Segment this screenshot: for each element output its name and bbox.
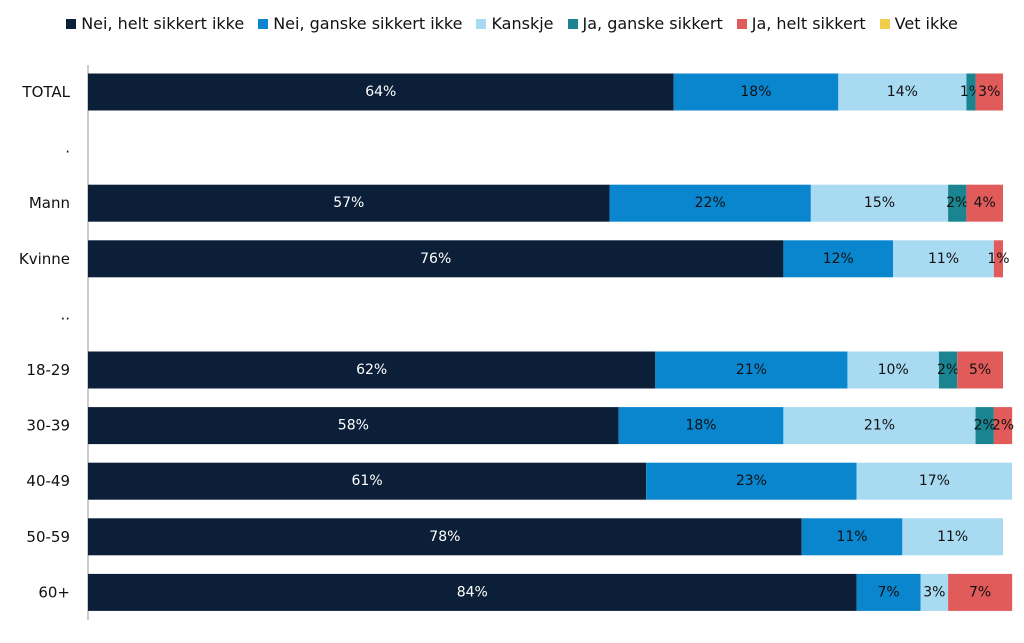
bar-segment xyxy=(88,240,784,278)
data-label: 57% xyxy=(333,195,364,211)
data-label: 11% xyxy=(836,529,867,545)
bar-segment xyxy=(609,184,811,222)
category-label: . xyxy=(65,139,70,157)
data-label: 14% xyxy=(887,84,918,100)
bar-segment xyxy=(88,73,674,111)
data-label: 17% xyxy=(919,473,950,489)
bar-segment xyxy=(847,351,939,389)
bar-segment xyxy=(957,351,1003,389)
bar-segment xyxy=(948,573,1013,611)
data-label: 61% xyxy=(352,473,383,489)
data-label: 84% xyxy=(457,584,488,600)
legend-swatch xyxy=(258,18,269,29)
legend-item: Nei, ganske sikkert ikke xyxy=(258,14,462,33)
bar-segment xyxy=(783,240,894,278)
legend-item: Ja, ganske sikkert xyxy=(567,14,723,33)
bar-segment xyxy=(920,573,949,611)
bar-segment xyxy=(966,184,1003,222)
bar-segment xyxy=(783,407,976,445)
legend-swatch xyxy=(736,18,747,29)
bar-segment xyxy=(993,240,1003,278)
data-label: 21% xyxy=(736,362,767,378)
data-label: 22% xyxy=(695,195,726,211)
bar-segment xyxy=(902,518,1003,556)
legend-item: Kanskje xyxy=(476,14,554,33)
data-label: 62% xyxy=(356,362,387,378)
bar-segment xyxy=(673,73,839,111)
legend-swatch xyxy=(476,18,487,29)
data-label: 2% xyxy=(992,418,1014,434)
bar-segment xyxy=(88,518,802,556)
legend-label: Vet ikke xyxy=(894,14,958,33)
bar-segment xyxy=(893,240,994,278)
bar-segment xyxy=(88,407,619,445)
bar-segment xyxy=(938,351,958,389)
category-label: TOTAL xyxy=(21,83,70,101)
legend-item: Nei, helt sikkert ikke xyxy=(66,14,244,33)
bar-segment xyxy=(618,407,784,445)
legend-label: Kanskje xyxy=(491,14,554,33)
data-label: 78% xyxy=(429,529,460,545)
data-label: 76% xyxy=(420,251,451,267)
bar-segment xyxy=(966,73,976,111)
bar-segment xyxy=(975,73,1003,111)
data-label: 2% xyxy=(937,362,959,378)
data-label: 3% xyxy=(923,584,945,600)
legend-label: Nei, ganske sikkert ikke xyxy=(273,14,463,33)
bar-segment xyxy=(646,462,857,500)
data-label: 7% xyxy=(878,584,900,600)
data-label: 5% xyxy=(969,362,991,378)
data-label: 7% xyxy=(969,584,991,600)
data-label: 1% xyxy=(987,251,1009,267)
data-label: 58% xyxy=(338,418,369,434)
bar-segment xyxy=(993,407,1013,445)
category-label: 30-39 xyxy=(26,417,70,435)
category-label: 60+ xyxy=(38,583,70,601)
bar-segment xyxy=(88,184,610,222)
legend-swatch xyxy=(567,18,578,29)
legend-label: Ja, helt sikkert xyxy=(751,14,866,33)
data-label: 10% xyxy=(878,362,909,378)
bar-segment xyxy=(655,351,848,389)
bar-segment xyxy=(810,184,949,222)
data-label: 21% xyxy=(864,418,895,434)
data-label: 12% xyxy=(823,251,854,267)
data-label: 18% xyxy=(685,418,716,434)
legend-item: Ja, helt sikkert xyxy=(736,14,866,33)
category-label: 50-59 xyxy=(26,528,70,546)
legend-item: Vet ikke xyxy=(879,14,958,33)
data-label: 2% xyxy=(974,418,996,434)
bar-segment xyxy=(975,407,994,445)
data-label: 2% xyxy=(946,195,968,211)
legend-swatch xyxy=(66,18,77,29)
data-label: 11% xyxy=(928,251,959,267)
legend: Nei, helt sikkert ikke Nei, ganske sikker… xyxy=(0,14,1024,33)
data-label: 23% xyxy=(736,473,767,489)
category-label: Kvinne xyxy=(19,250,70,268)
legend-label: Nei, helt sikkert ikke xyxy=(81,14,245,33)
bar-segment xyxy=(838,73,967,111)
bar-segment xyxy=(856,462,1013,500)
category-label: 18-29 xyxy=(26,361,70,379)
category-label: 40-49 xyxy=(26,472,70,490)
bar-segment xyxy=(88,573,857,611)
bar-segment xyxy=(801,518,903,556)
data-label: 18% xyxy=(740,84,771,100)
data-label: 64% xyxy=(365,84,396,100)
data-label: 3% xyxy=(978,84,1000,100)
category-label: Mann xyxy=(29,194,70,212)
data-label: 4% xyxy=(974,195,996,211)
bar-segment xyxy=(948,184,967,222)
legend-swatch xyxy=(879,18,890,29)
bar-segment xyxy=(88,462,647,500)
data-label: 11% xyxy=(937,529,968,545)
legend-label: Ja, ganske sikkert xyxy=(582,14,723,33)
bar-segment xyxy=(856,573,921,611)
category-label: .. xyxy=(60,305,70,323)
bar-segment xyxy=(88,351,656,389)
data-label: 15% xyxy=(864,195,895,211)
